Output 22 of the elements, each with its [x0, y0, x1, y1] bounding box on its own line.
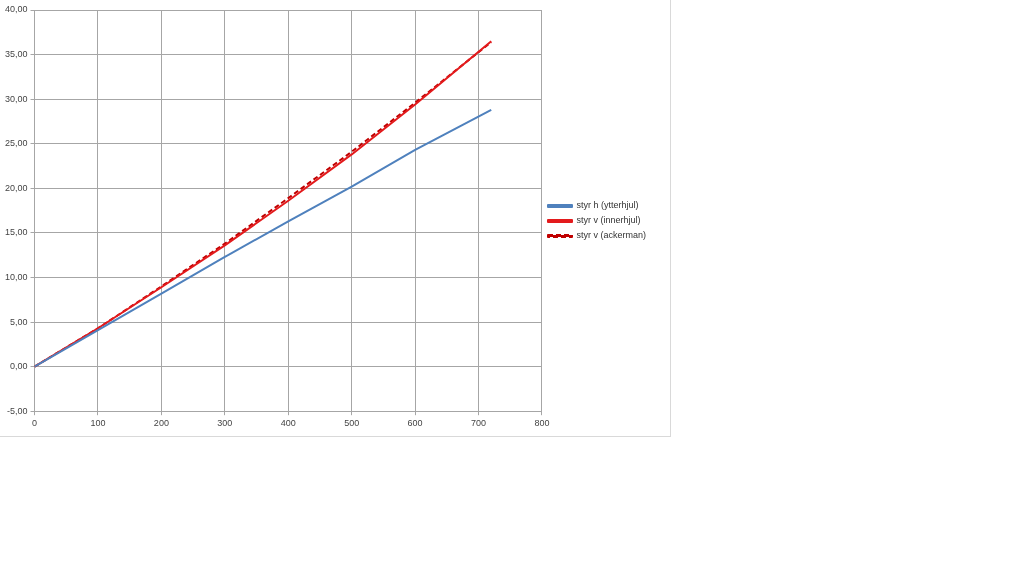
- y-tick-label: -5,00: [7, 405, 28, 416]
- x-tick-label: 100: [90, 418, 106, 429]
- legend-label: styr h (ytterhjul): [576, 200, 639, 211]
- x-tick-label: 200: [153, 418, 169, 429]
- x-tick-label: 700: [471, 418, 487, 429]
- legend-label: styr v (ackerman): [576, 230, 647, 241]
- y-tick-label: 15,00: [4, 227, 28, 238]
- y-tick-label: 25,00: [4, 138, 28, 149]
- legend-label: styr v (innerhjul): [576, 215, 641, 226]
- x-tick-label: 600: [407, 418, 423, 429]
- y-tick-label: 5,00: [9, 316, 28, 327]
- y-tick-label: 20,00: [4, 182, 28, 193]
- x-tick-label: 0: [32, 418, 38, 429]
- x-tick-label: 500: [344, 418, 360, 429]
- y-tick-label: 40,00: [4, 4, 28, 15]
- y-tick-label: 30,00: [4, 93, 28, 104]
- y-tick-label: 0,00: [9, 361, 28, 372]
- y-tick-label: 10,00: [4, 271, 28, 282]
- x-tick-label: 400: [280, 418, 296, 429]
- y-tick-label: 35,00: [4, 49, 28, 60]
- x-tick-label: 300: [217, 418, 233, 429]
- x-tick-label: 800: [534, 418, 550, 429]
